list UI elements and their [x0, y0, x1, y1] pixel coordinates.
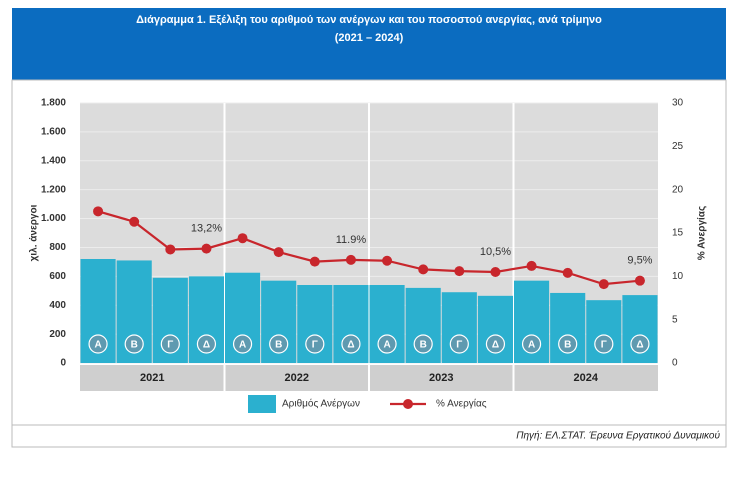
data-label: 11.9%: [336, 234, 367, 246]
y-tick-label: 800: [49, 242, 66, 253]
rate-point: [526, 260, 537, 271]
y-tick-label: 0: [60, 358, 66, 369]
y2-tick-label: 0: [672, 358, 678, 369]
quarter-badge: [232, 334, 253, 354]
quarter-badge: [413, 334, 433, 354]
data-label: 10,5%: [480, 246, 511, 258]
y2-tick-label: 15: [672, 228, 684, 239]
y-tick-label: 1.000: [41, 213, 66, 224]
rate-point: [309, 256, 320, 267]
rate-point: [418, 264, 429, 275]
x-tick-label: Γ: [167, 340, 173, 351]
x-tick-label: Α: [383, 340, 390, 351]
quarter-badge: [630, 334, 650, 354]
legend-point: [403, 399, 413, 409]
rate-point: [382, 255, 393, 266]
rate-point: [201, 243, 212, 254]
rate-point: [345, 254, 356, 265]
y2-tick-label: 20: [672, 184, 684, 195]
rate-point: [165, 244, 176, 255]
quarter-badge: [341, 334, 361, 354]
x-tick-label: Γ: [456, 340, 462, 351]
x-tick-label: Γ: [601, 340, 607, 351]
x-tick-label: Β: [420, 340, 427, 351]
rate-point: [93, 206, 104, 217]
quarter-badge: [196, 334, 217, 354]
quarter-badge: [305, 334, 325, 354]
x-tick-label: Β: [564, 340, 571, 351]
quarter-badge: [594, 334, 614, 354]
quarter-badge: [88, 334, 108, 354]
rate-point: [454, 266, 465, 277]
quarter-badge: [521, 334, 542, 354]
x-tick-label: Δ: [347, 340, 354, 351]
rate-point: [598, 279, 609, 290]
quarter-badge: [485, 334, 506, 354]
legend-swatch: [248, 395, 276, 413]
quarter-badge: [558, 334, 578, 354]
x-tick-label: Δ: [636, 340, 643, 351]
y2-tick-label: 10: [672, 271, 684, 282]
y-tick-label: 1.600: [41, 127, 66, 138]
quarter-badge: [124, 334, 144, 354]
source-note: Πηγή: ΕΛ.ΣΤΑΤ. Έρευνα Εργατικού Δυναμικο…: [516, 430, 720, 442]
rate-point: [237, 233, 248, 244]
source-frame: [11, 424, 727, 448]
year-label: 2021: [140, 372, 164, 384]
quarter-badge: [269, 334, 289, 354]
y-tick-label: 600: [49, 271, 66, 282]
y-tick-label: 1.800: [41, 98, 66, 109]
chart-title: Διάγραμμα 1. Εξέλιξη του αριθμού των ανέ…: [136, 14, 602, 26]
x-tick-label: Γ: [312, 340, 318, 351]
y-tick-label: 1.400: [41, 155, 66, 166]
rate-point: [273, 247, 284, 258]
y-axis-label: χιλ. άνεργοι: [29, 204, 40, 261]
y2-axis-label: % Ανεργίας: [697, 206, 708, 260]
x-tick-label: Β: [131, 340, 138, 351]
x-tick-label: Α: [94, 340, 101, 351]
x-tick-label: Α: [239, 340, 246, 351]
y2-tick-label: 30: [672, 98, 684, 109]
rate-point: [562, 267, 573, 278]
year-label: 2022: [285, 372, 309, 384]
rate-line: [97, 210, 641, 286]
data-label: 9,5%: [627, 255, 652, 267]
quarter-badge: [160, 334, 180, 354]
y-tick-label: 200: [49, 329, 66, 340]
data-label: 13,2%: [191, 223, 222, 235]
header-band: [12, 8, 726, 80]
y2-tick-label: 5: [672, 314, 678, 325]
quarter-badge: [449, 334, 469, 354]
legend-label: % Ανεργίας: [436, 398, 487, 410]
year-label: 2023: [429, 372, 453, 384]
y-tick-label: 400: [49, 300, 66, 311]
x-tick-label: Δ: [492, 340, 499, 351]
year-label: 2024: [574, 372, 599, 384]
chart-subtitle: (2021 – 2024): [335, 32, 404, 44]
y2-tick-label: 25: [672, 141, 684, 152]
rate-point: [634, 275, 645, 286]
legend-label: Αριθμός Ανέργων: [282, 398, 360, 410]
x-tick-label: Β: [275, 340, 282, 351]
rate-point: [490, 267, 501, 277]
rate-point: [129, 216, 140, 227]
y-tick-label: 1.200: [41, 184, 66, 195]
quarter-badge: [377, 334, 397, 354]
x-tick-label: Α: [528, 340, 535, 351]
x-tick-label: Δ: [203, 340, 210, 351]
